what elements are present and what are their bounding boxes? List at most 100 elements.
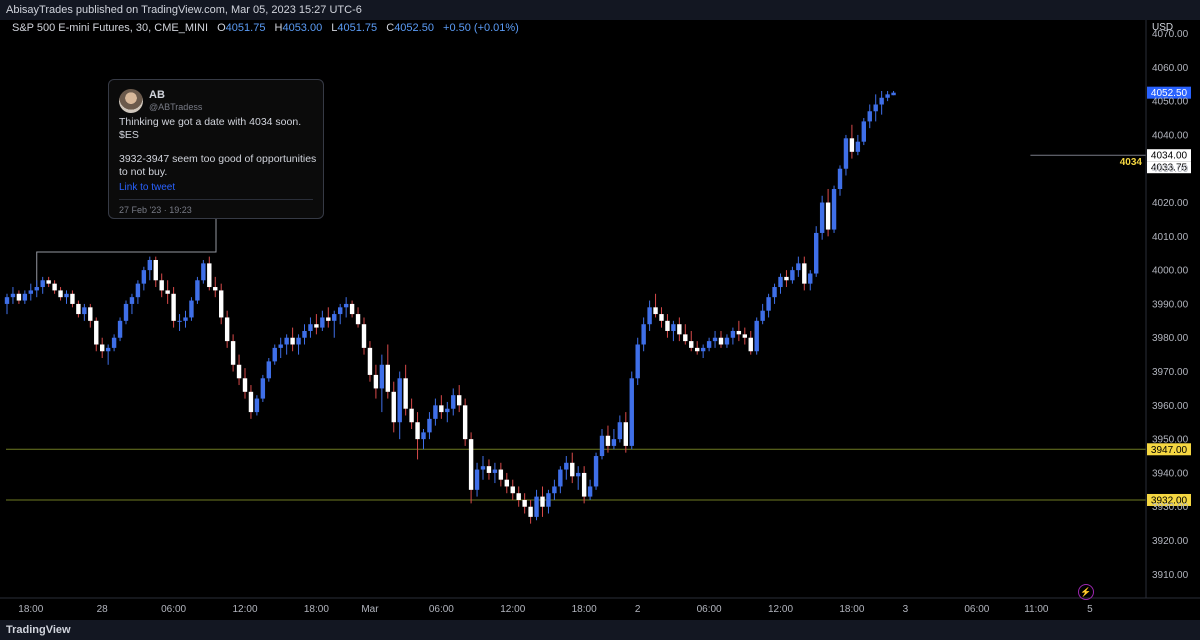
candles — [4, 90, 896, 524]
candle-body — [510, 486, 515, 494]
level-price-badge — [1147, 443, 1191, 456]
candle-body — [421, 432, 426, 440]
candle-body — [159, 280, 164, 291]
time-tick-label: 18:00 — [304, 604, 329, 615]
tweet-line: $ES — [119, 128, 139, 141]
candle-body — [689, 341, 694, 348]
candle-body — [641, 324, 646, 345]
time-tick-label: 12:00 — [768, 604, 793, 615]
candle-body — [587, 486, 593, 497]
close-label: C — [386, 22, 395, 34]
candle-body — [451, 395, 456, 409]
candle-body — [677, 324, 682, 335]
candle-body — [403, 378, 408, 409]
link-to-tweet[interactable]: Link to tweet — [119, 182, 176, 193]
candle-body — [712, 337, 718, 342]
candle-body — [873, 104, 878, 112]
close-value: 4052.50 — [394, 22, 434, 34]
target-price-label: 4033.75 — [1151, 163, 1188, 174]
candle-body — [796, 263, 801, 271]
candle-body — [123, 303, 129, 321]
candle-body — [58, 290, 63, 298]
time-tick-label: 18:00 — [839, 604, 864, 615]
candle-body — [724, 337, 730, 345]
candle-body — [778, 276, 783, 288]
candle-body — [105, 347, 111, 352]
price-tick-label: 4070.00 — [1152, 29, 1189, 40]
candle-body — [808, 273, 813, 284]
candle-body — [665, 320, 670, 331]
candle-body — [52, 283, 57, 291]
candle-body — [754, 320, 759, 352]
candle-body — [302, 330, 307, 338]
candle-body — [855, 141, 861, 152]
candle-body — [201, 263, 206, 281]
candle-body — [462, 405, 468, 440]
candle-body — [659, 314, 664, 321]
candle-body — [546, 493, 551, 507]
candle-body — [671, 324, 676, 331]
target-price-label: 4034.00 — [1151, 151, 1188, 162]
lightning-icon[interactable]: ⚡ — [1078, 584, 1094, 600]
candle-body — [94, 320, 99, 345]
candle-body — [409, 408, 414, 423]
candle-body — [343, 303, 349, 308]
candle-body — [802, 263, 807, 284]
candle-body — [581, 472, 587, 497]
candle-body — [736, 330, 742, 335]
tweet-line: Thinking we got a date with 4034 soon. — [119, 116, 302, 128]
price-tick-label: 3940.00 — [1152, 468, 1189, 479]
candle-body — [373, 374, 379, 389]
candle-body — [260, 378, 266, 399]
candle-body — [82, 307, 87, 315]
candle-body — [296, 337, 301, 345]
candle-body — [635, 344, 640, 379]
time-tick-label: Mar — [361, 604, 379, 615]
time-axis: 18:00 28 06:00 12:00 18:00 Mar 06:00 12:00 18:00… — [0, 597, 1200, 615]
footer-bar: TradingView — [0, 620, 1200, 640]
low-label: L — [331, 22, 338, 34]
published-header: AbisayTrades published on TradingView.co… — [0, 0, 1200, 20]
candle-body — [320, 317, 325, 328]
price-tick-label: 4000.00 — [1152, 266, 1189, 277]
candle-body — [528, 506, 533, 517]
target-price-badge — [1147, 161, 1191, 174]
candle-body — [457, 395, 462, 406]
symbol-name[interactable]: S&P 500 E-mini Futures, 30, CME_MINI — [12, 22, 209, 34]
candle-body — [332, 314, 337, 321]
candle-body — [766, 297, 771, 311]
candle-body — [385, 364, 390, 392]
candle-body — [4, 297, 10, 304]
time-tick-label: 18:00 — [18, 604, 43, 615]
candle-body — [207, 263, 212, 288]
time-tick-label: 2 — [635, 604, 641, 615]
candle-body — [772, 287, 777, 298]
candle-body — [326, 317, 331, 321]
candle-body — [88, 307, 93, 321]
candle-body — [367, 347, 373, 375]
target-price-badge — [1147, 149, 1191, 162]
candle-body — [427, 418, 432, 433]
candle-body — [236, 364, 242, 379]
candle-body — [474, 469, 480, 490]
time-tick-label: 06:00 — [964, 604, 989, 615]
candle-body — [361, 324, 367, 348]
low-value: 4051.75 — [337, 22, 378, 34]
candle-body — [867, 111, 872, 122]
tradingview-logo: TradingView — [6, 624, 71, 636]
candle-body — [790, 270, 795, 281]
candle-body — [189, 300, 194, 318]
candle-body — [486, 466, 492, 473]
candle-body — [480, 466, 486, 470]
candle-body — [831, 189, 837, 230]
candle-body — [415, 422, 420, 440]
candle-body — [379, 364, 385, 389]
candle-body — [40, 280, 45, 288]
time-tick-label: 12:00 — [232, 604, 257, 615]
candle-body — [224, 317, 230, 342]
candle-body — [28, 290, 33, 294]
candle-body — [504, 479, 509, 487]
price-chart[interactable]: 3947.003932.0040344034.004033.754052.50 … — [0, 20, 1200, 620]
price-tick-label: 4030.00 — [1152, 164, 1189, 175]
candle-body — [819, 202, 825, 233]
